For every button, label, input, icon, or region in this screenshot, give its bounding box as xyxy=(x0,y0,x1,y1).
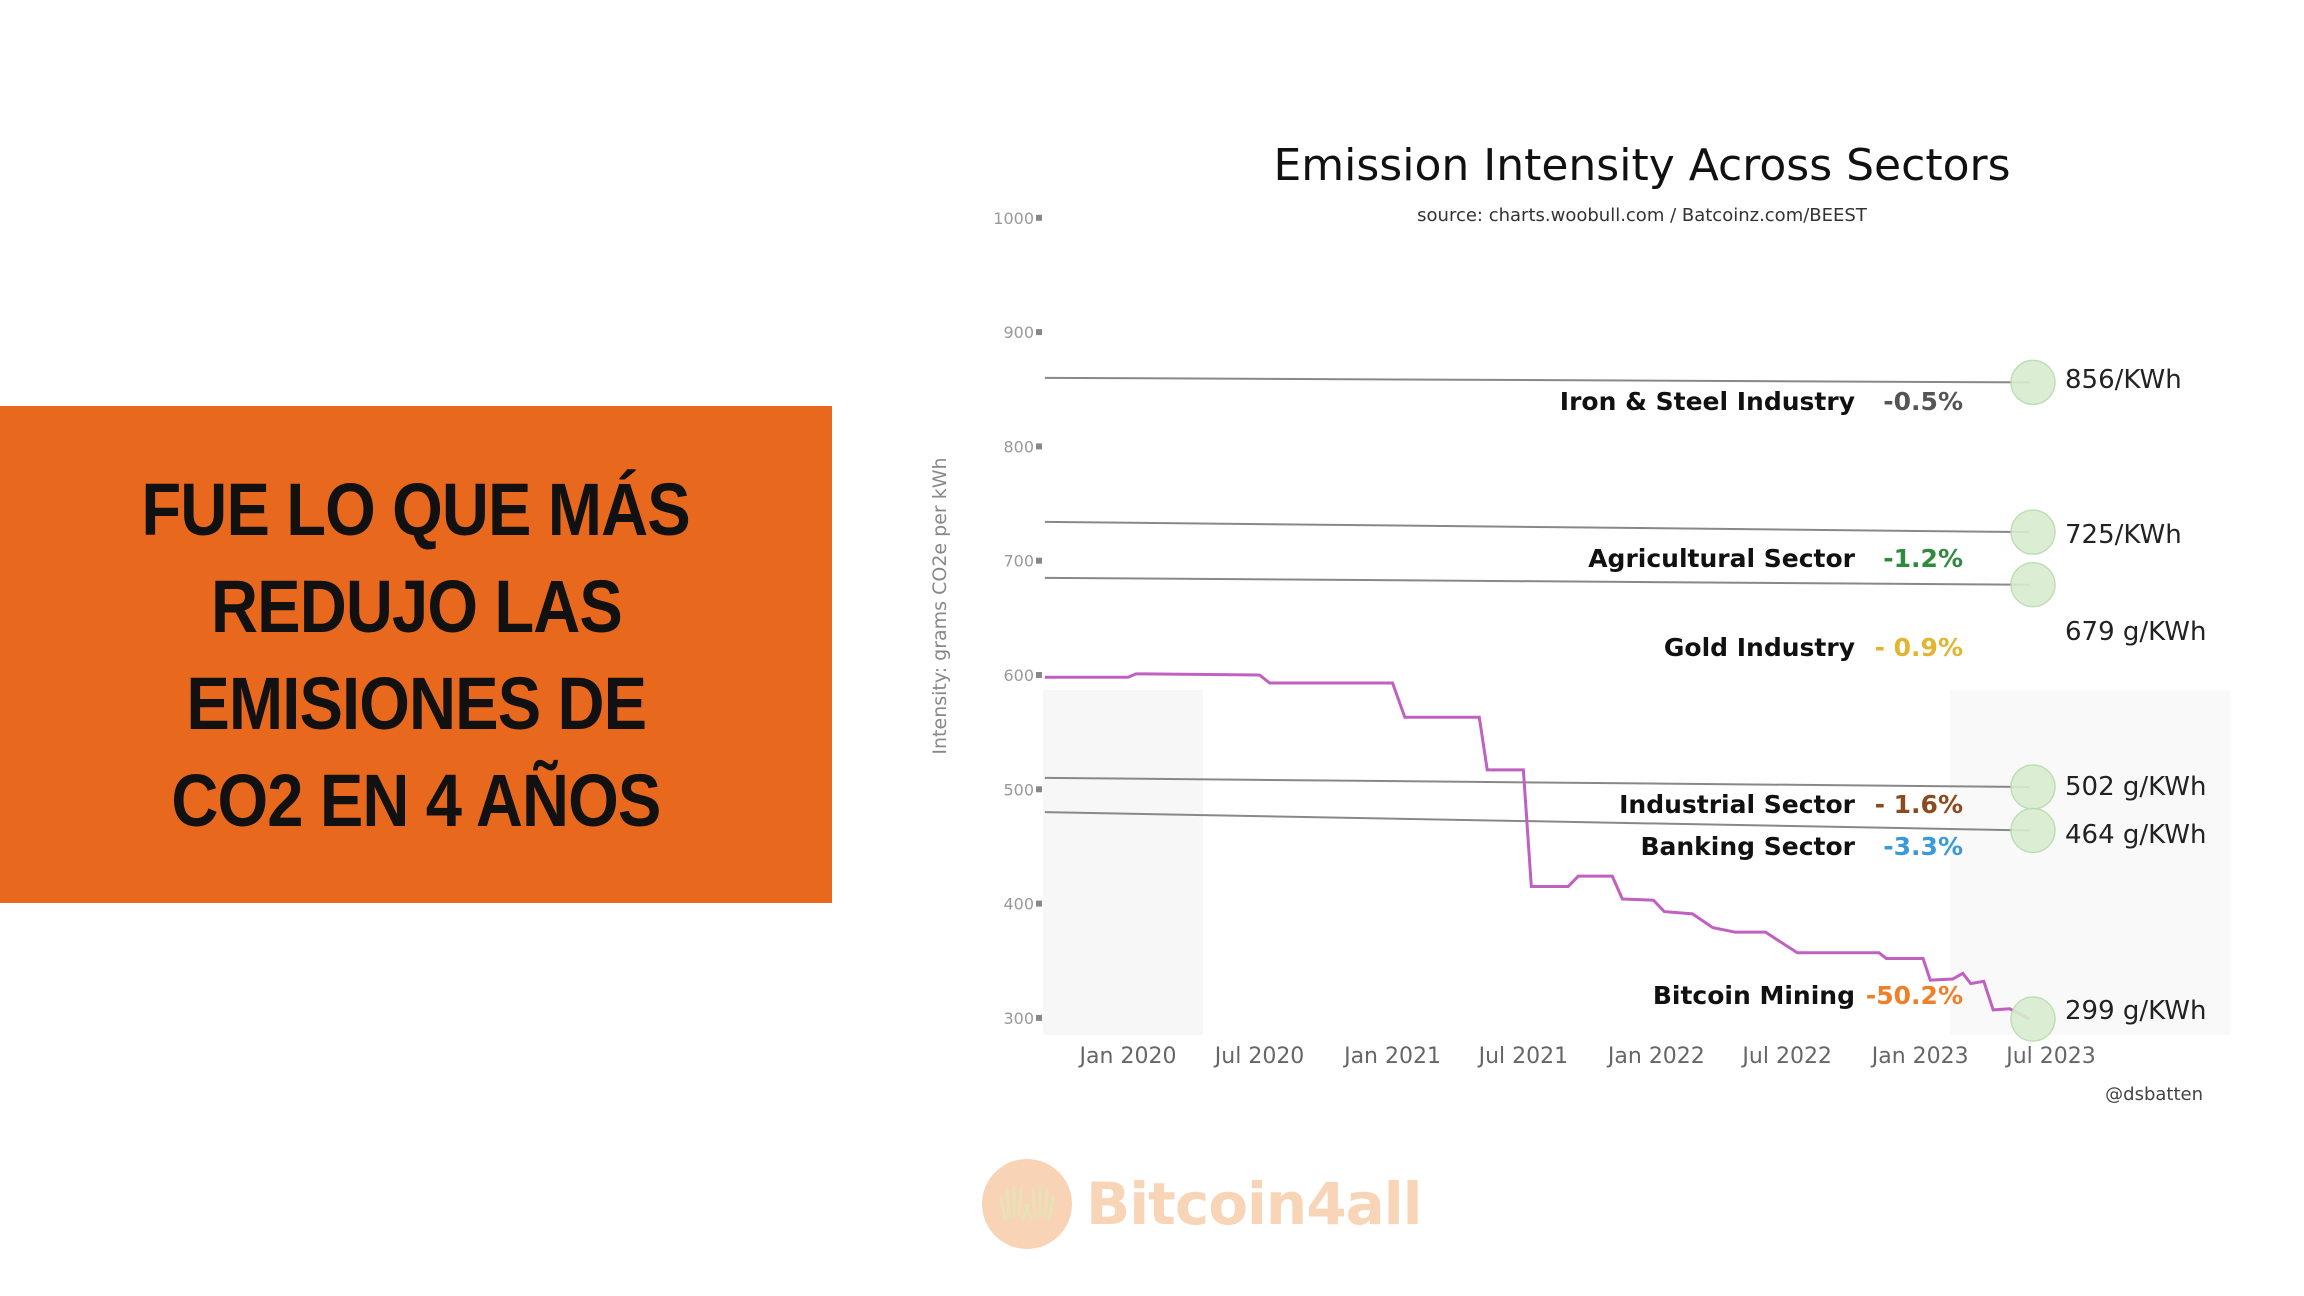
series-end-value: 299 g/KWh xyxy=(2065,996,2206,1026)
series-end-value: 502 g/KWh xyxy=(2065,772,2206,802)
y-tick-label: 700 xyxy=(1003,552,1034,571)
series-end-value: 725/KWh xyxy=(2065,520,2182,550)
series-change-label: -50.2% xyxy=(1866,981,1963,1010)
y-tick-mark xyxy=(1036,1014,1042,1021)
series-end-marker xyxy=(2010,996,2056,1042)
y-tick-label: 300 xyxy=(1003,1009,1034,1028)
series-line xyxy=(1044,811,2030,832)
series-line xyxy=(1044,576,2030,586)
y-tick-mark xyxy=(1036,557,1042,564)
x-tick-label: Jul 2021 xyxy=(1477,1044,1569,1069)
x-tick-label: Jan 2020 xyxy=(1078,1044,1177,1069)
series-end-marker xyxy=(2010,561,2056,608)
chart-credit: @dsbatten xyxy=(2105,1084,2203,1105)
y-tick-mark xyxy=(1036,329,1042,336)
headline-line: FUE LO QUE MÁS xyxy=(141,467,691,551)
headline-line: EMISIONES DE xyxy=(186,661,647,745)
series-name-label: Agricultural Sector xyxy=(1588,544,1855,573)
y-tick-mark xyxy=(1036,443,1042,450)
series-change-label: - 0.9% xyxy=(1875,633,1963,662)
y-tick-mark xyxy=(1036,214,1042,221)
brand-name: Bitcoin4all xyxy=(1086,1170,1422,1238)
series-end-marker xyxy=(2010,807,2056,854)
chart-title: Emission Intensity Across Sectors xyxy=(1273,140,2011,191)
x-tick-label: Jan 2021 xyxy=(1342,1044,1441,1069)
y-tick-label: 600 xyxy=(1003,666,1034,685)
x-tick-label: Jul 2022 xyxy=(1740,1044,1832,1069)
y-tick-label: 500 xyxy=(1003,780,1034,799)
plot-background-band xyxy=(1950,690,2230,1035)
y-tick-label: 400 xyxy=(1003,895,1034,914)
series-line xyxy=(1044,376,2030,384)
y-axis-label: Intensity: grams CO2e per kWh xyxy=(929,457,951,754)
series-change-label: -1.2% xyxy=(1883,544,1963,573)
y-tick-label: 1000 xyxy=(993,209,1034,228)
headline-line: REDUJO LAS xyxy=(210,564,623,648)
series-end-value: 679 g/KWh xyxy=(2065,617,2206,647)
plot-background-band xyxy=(1043,690,1203,1035)
series-end-marker xyxy=(2010,509,2056,555)
x-tick-label: Jan 2023 xyxy=(1870,1044,1969,1069)
series-line xyxy=(1044,776,2030,789)
series-name-label: Gold Industry xyxy=(1664,633,1855,662)
series-line xyxy=(1044,672,2031,1021)
y-tick-mark xyxy=(1036,672,1042,678)
y-tick-mark xyxy=(1036,786,1042,793)
x-tick-label: Jul 2020 xyxy=(1213,1044,1305,1069)
series-change-label: -3.3% xyxy=(1883,832,1963,861)
y-tick-label: 900 xyxy=(1003,323,1034,342)
series-line xyxy=(1044,520,2030,534)
series-name-label: Iron & Steel Industry xyxy=(1560,387,1855,416)
headline-line: CO2 EN 4 AÑOS xyxy=(171,758,661,842)
y-tick-mark xyxy=(1036,900,1042,907)
chart-subtitle: source: charts.woobull.com / Batcoinz.co… xyxy=(1417,205,1867,226)
series-end-marker xyxy=(2010,764,2056,810)
series-name-label: Banking Sector xyxy=(1640,832,1855,861)
brand-logo: Bitcoin4all xyxy=(982,1159,1422,1249)
headline-banner: FUE LO QUE MÁS REDUJO LAS EMISIONES DE C… xyxy=(0,406,832,903)
series-change-label: -0.5% xyxy=(1883,387,1963,416)
series-name-label: Industrial Sector xyxy=(1619,790,1856,819)
series-change-label: - 1.6% xyxy=(1875,790,1963,819)
series-name-label: Bitcoin Mining xyxy=(1653,981,1855,1010)
y-tick-label: 800 xyxy=(1003,437,1034,456)
series-end-marker xyxy=(2010,359,2056,406)
x-tick-label: Jan 2022 xyxy=(1606,1044,1705,1069)
series-end-value: 856/KWh xyxy=(2065,365,2182,395)
series-end-value: 464 g/KWh xyxy=(2065,820,2206,850)
high-five-hands-icon xyxy=(982,1159,1072,1249)
x-tick-label: Jul 2023 xyxy=(2004,1044,2096,1069)
